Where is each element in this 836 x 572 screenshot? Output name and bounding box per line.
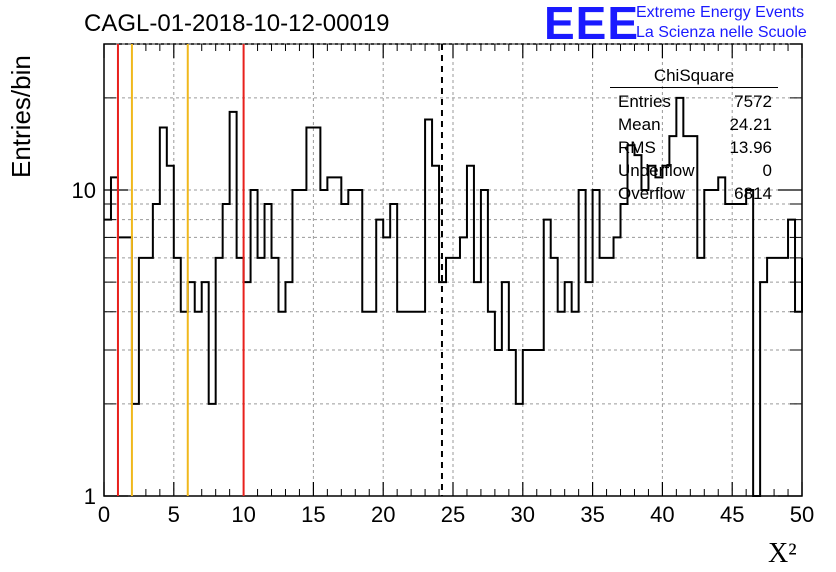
stats-value: 13.96: [729, 138, 772, 157]
stats-value: 24.21: [729, 115, 772, 134]
stats-label: Overflow: [618, 184, 686, 203]
logo-line-2: La Scienza nelle Scuole: [636, 24, 807, 41]
stats-row-mean: Mean 24.21: [610, 113, 778, 136]
stats-value: 0: [762, 161, 772, 180]
chart-title: CAGL-01-2018-10-12-00019: [84, 10, 390, 37]
stats-row-underflow: Underflow 0: [610, 159, 778, 182]
stats-label: RMS: [618, 138, 656, 157]
x-tick-label: 0: [98, 502, 110, 527]
eee-logo: EEE: [544, 0, 640, 49]
stats-row-entries: Entries 7572: [610, 90, 778, 113]
x-tick-label: 15: [301, 502, 325, 527]
x-tick-label: 5: [168, 502, 180, 527]
y-axis-label: Entries/bin: [6, 55, 36, 178]
y-tick-label: 1: [84, 484, 96, 509]
marker-lines: [116, 44, 443, 496]
stats-box: ChiSquare Entries 7572 Mean 24.21 RMS 13…: [610, 66, 778, 205]
x-tick-label: 50: [790, 502, 814, 527]
x-tick-label: 30: [511, 502, 535, 527]
x-tick-label: 20: [371, 502, 395, 527]
stats-label: Underflow: [618, 161, 695, 180]
stats-row-rms: RMS 13.96: [610, 136, 778, 159]
stats-row-overflow: Overflow 6814: [610, 182, 778, 205]
x-tick-label: 40: [650, 502, 674, 527]
x-axis-label: X²: [768, 538, 797, 569]
x-tick-label: 25: [441, 502, 465, 527]
x-tick-label: 35: [580, 502, 604, 527]
stats-value: 7572: [734, 92, 772, 111]
stats-title: ChiSquare: [610, 66, 778, 88]
x-tick-label: 10: [231, 502, 255, 527]
y-tick-label: 10: [72, 178, 96, 203]
stats-label: Mean: [618, 115, 661, 134]
stats-value: 6814: [734, 184, 772, 203]
tick-labels: 0 5 10 15 20 25 30 35 40 45 50 1 10: [72, 178, 815, 527]
histogram-line: [104, 96, 803, 497]
logo-line-1: Extreme Energy Events: [636, 4, 805, 21]
stats-label: Entries: [618, 92, 671, 111]
x-tick-label: 45: [720, 502, 744, 527]
